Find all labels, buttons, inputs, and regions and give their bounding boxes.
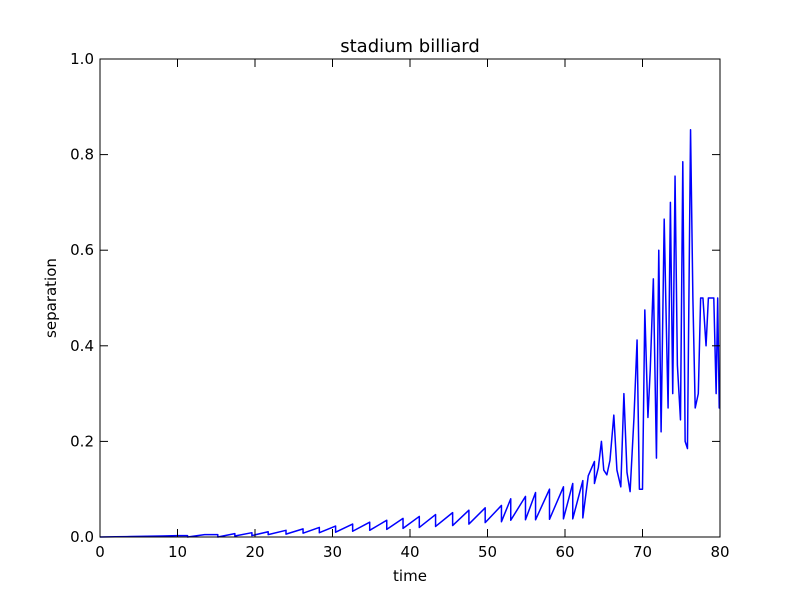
chart-title: stadium billiard	[340, 36, 480, 57]
x-tick-label: 80	[710, 543, 729, 561]
series-layer	[99, 128, 720, 538]
x-tick-label: 60	[555, 543, 574, 561]
y-tick-label: 0.4	[70, 337, 94, 355]
y-tick-label: 0.0	[70, 528, 94, 546]
y-tick-label: 0.6	[70, 241, 94, 259]
y-tick-label: 1.0	[70, 50, 94, 68]
x-tick-label: 50	[478, 543, 497, 561]
series-line-0	[99, 128, 720, 538]
x-ticks: 0 10 20 30 40 50 60 70 80	[95, 59, 730, 561]
y-axis-label: separation	[42, 258, 60, 338]
x-tick-label: 30	[323, 543, 342, 561]
x-tick-label: 20	[245, 543, 264, 561]
x-tick-label: 70	[633, 543, 652, 561]
x-tick-label: 10	[168, 543, 187, 561]
x-axis-label: time	[393, 567, 427, 585]
y-tick-label: 0.2	[70, 432, 94, 450]
x-tick-label: 40	[400, 543, 419, 561]
x-tick-label: 0	[95, 543, 105, 561]
y-tick-label: 0.8	[70, 146, 94, 164]
y-ticks: 0.0 0.2 0.4 0.6 0.8 1.0	[70, 50, 720, 546]
